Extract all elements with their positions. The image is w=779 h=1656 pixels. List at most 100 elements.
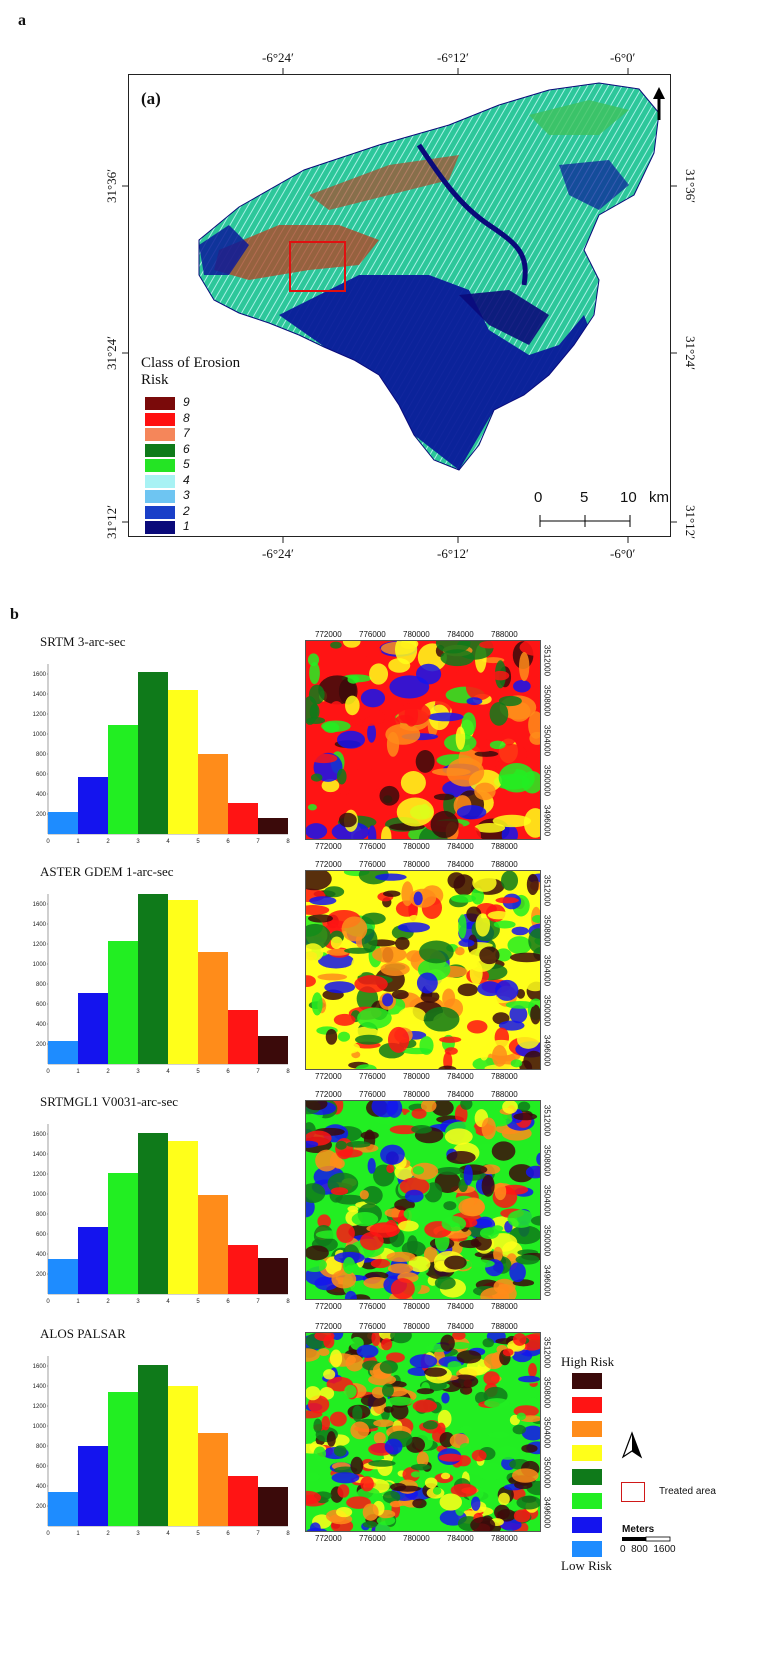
northing-label: 3504000 bbox=[542, 1416, 552, 1449]
x-tick-label: 2 bbox=[106, 1069, 110, 1075]
histogram-bar-2 bbox=[78, 1227, 108, 1294]
x-tick-label: 2 bbox=[106, 839, 110, 845]
histogram-bar-1 bbox=[48, 1492, 78, 1526]
legend-item-class-5: 5 bbox=[145, 457, 285, 473]
x-tick-label: 6 bbox=[226, 1299, 230, 1305]
northing-label: 3508000 bbox=[542, 1376, 552, 1409]
risk-map bbox=[305, 640, 541, 840]
x-tick-label: 0 bbox=[46, 839, 50, 845]
easting-label-bottom: 788000 bbox=[491, 1534, 518, 1543]
chart-title: ASTER GDEM 1-arc-sec bbox=[40, 864, 174, 879]
northing-label: 3512000 bbox=[542, 1336, 552, 1369]
histogram-bar-4 bbox=[138, 1133, 168, 1294]
easting-label-top: 784000 bbox=[447, 1090, 474, 1099]
risk-swatch-2 bbox=[572, 1397, 602, 1413]
x-tick-label: 0 bbox=[46, 1069, 50, 1075]
histogram-bar-3 bbox=[108, 1392, 138, 1526]
y-tick-label: 800 bbox=[36, 1444, 47, 1450]
northing-label: 3496000 bbox=[542, 804, 552, 837]
histogram-bar-4 bbox=[138, 672, 168, 834]
histogram-bar-6 bbox=[198, 952, 228, 1064]
easting-label-bottom: 776000 bbox=[359, 1302, 386, 1311]
northing-label: 3512000 bbox=[542, 644, 552, 677]
northing-label: 3512000 bbox=[542, 1104, 552, 1137]
y-tick-label: 1400 bbox=[33, 1152, 47, 1158]
x-tick-label: 4 bbox=[166, 839, 170, 845]
easting-label-top: 780000 bbox=[403, 860, 430, 869]
risk-swatch-4 bbox=[572, 1445, 602, 1461]
lat-label-right-3: 31°12′ bbox=[683, 504, 698, 540]
map-a-ticks bbox=[122, 68, 677, 543]
lon-label-bottom-1: -6°24′ bbox=[262, 546, 294, 561]
y-tick-label: 1000 bbox=[33, 732, 47, 738]
x-tick-label: 5 bbox=[196, 1299, 200, 1305]
lon-label-top-2: -6°12′ bbox=[437, 50, 469, 65]
legend-label: 3 bbox=[183, 488, 190, 502]
northing-label: 3508000 bbox=[542, 684, 552, 717]
lat-label-left-2: 31°24′ bbox=[104, 335, 119, 371]
x-tick-label: 8 bbox=[286, 1531, 290, 1537]
low-risk-label: Low Risk bbox=[561, 1558, 612, 1573]
legend-swatch bbox=[145, 443, 175, 457]
legend-item-class-9: 9 bbox=[145, 395, 285, 411]
x-tick-label: 8 bbox=[286, 1069, 290, 1075]
lon-label-bottom-3: -6°0′ bbox=[610, 546, 636, 561]
easting-label-top: 776000 bbox=[359, 1322, 386, 1331]
histogram-bar-2 bbox=[78, 993, 108, 1064]
y-tick-label: 200 bbox=[36, 1272, 47, 1278]
histogram-bar-7 bbox=[228, 1476, 258, 1526]
north-arrow-b-icon bbox=[621, 1431, 643, 1459]
risk-swatch-7 bbox=[572, 1517, 602, 1533]
legend-item-class-4: 4 bbox=[145, 473, 285, 489]
x-tick-label: 5 bbox=[196, 1069, 200, 1075]
x-tick-label: 3 bbox=[136, 1531, 140, 1537]
meters-label: Meters bbox=[622, 1524, 655, 1535]
histogram-bar-8 bbox=[258, 1258, 288, 1294]
northing-label: 3496000 bbox=[542, 1034, 552, 1067]
histogram-bar-1 bbox=[48, 812, 78, 834]
easting-label-bottom: 788000 bbox=[491, 1072, 518, 1081]
easting-label-bottom: 788000 bbox=[491, 1302, 518, 1311]
x-tick-label: 8 bbox=[286, 1299, 290, 1305]
easting-label-bottom: 780000 bbox=[403, 842, 430, 851]
x-tick-label: 5 bbox=[196, 839, 200, 845]
legend-item-class-1: 1 bbox=[145, 519, 285, 535]
y-tick-label: 1600 bbox=[33, 902, 47, 908]
y-tick-label: 1400 bbox=[33, 692, 47, 698]
risk-map-texture bbox=[306, 1333, 540, 1531]
easting-label-top: 780000 bbox=[403, 1090, 430, 1099]
treated-area-swatch bbox=[621, 1482, 645, 1502]
histogram-bar-8 bbox=[258, 1036, 288, 1064]
easting-label-bottom: 772000 bbox=[315, 842, 342, 851]
risk-map bbox=[305, 870, 541, 1070]
easting-label-bottom: 780000 bbox=[403, 1534, 430, 1543]
x-tick-label: 4 bbox=[166, 1069, 170, 1075]
legend-label: 6 bbox=[183, 441, 190, 456]
legend-swatch bbox=[145, 412, 175, 426]
easting-label-top: 788000 bbox=[491, 1322, 518, 1331]
histogram-bar-7 bbox=[228, 1010, 258, 1064]
easting-label-bottom: 776000 bbox=[359, 1072, 386, 1081]
y-tick-label: 1200 bbox=[33, 1404, 47, 1410]
risk-swatch-3 bbox=[572, 1421, 602, 1437]
easting-label-bottom: 784000 bbox=[447, 1534, 474, 1543]
x-tick-label: 4 bbox=[166, 1531, 170, 1537]
x-tick-label: 2 bbox=[106, 1531, 110, 1537]
histogram-bar-8 bbox=[258, 818, 288, 834]
legend-swatch bbox=[145, 474, 175, 488]
easting-label-top: 780000 bbox=[403, 1322, 430, 1331]
y-tick-label: 200 bbox=[36, 1042, 47, 1048]
northing-label: 3500000 bbox=[542, 1224, 552, 1257]
histogram-bar-6 bbox=[198, 1433, 228, 1526]
easting-label-bottom: 788000 bbox=[491, 842, 518, 851]
histogram-bar-3 bbox=[108, 1173, 138, 1294]
x-tick-label: 2 bbox=[106, 1299, 110, 1305]
easting-label-top: 776000 bbox=[359, 1090, 386, 1099]
histogram-bar-3 bbox=[108, 941, 138, 1064]
risk-swatch-6 bbox=[572, 1493, 602, 1509]
lon-label-bottom-2: -6°12′ bbox=[437, 546, 469, 561]
x-tick-label: 1 bbox=[76, 1069, 80, 1075]
easting-label-bottom: 772000 bbox=[315, 1534, 342, 1543]
legend-swatch bbox=[145, 397, 175, 410]
